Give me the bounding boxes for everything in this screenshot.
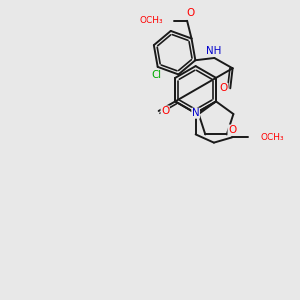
Text: N: N bbox=[192, 108, 200, 118]
Text: O: O bbox=[161, 106, 169, 116]
Text: NH: NH bbox=[206, 46, 221, 56]
Text: OCH₃: OCH₃ bbox=[139, 16, 163, 25]
Text: Cl: Cl bbox=[151, 70, 161, 80]
Text: O: O bbox=[187, 8, 195, 18]
Text: OCH₃: OCH₃ bbox=[261, 133, 284, 142]
Text: O: O bbox=[228, 125, 236, 135]
Text: O: O bbox=[220, 83, 228, 93]
